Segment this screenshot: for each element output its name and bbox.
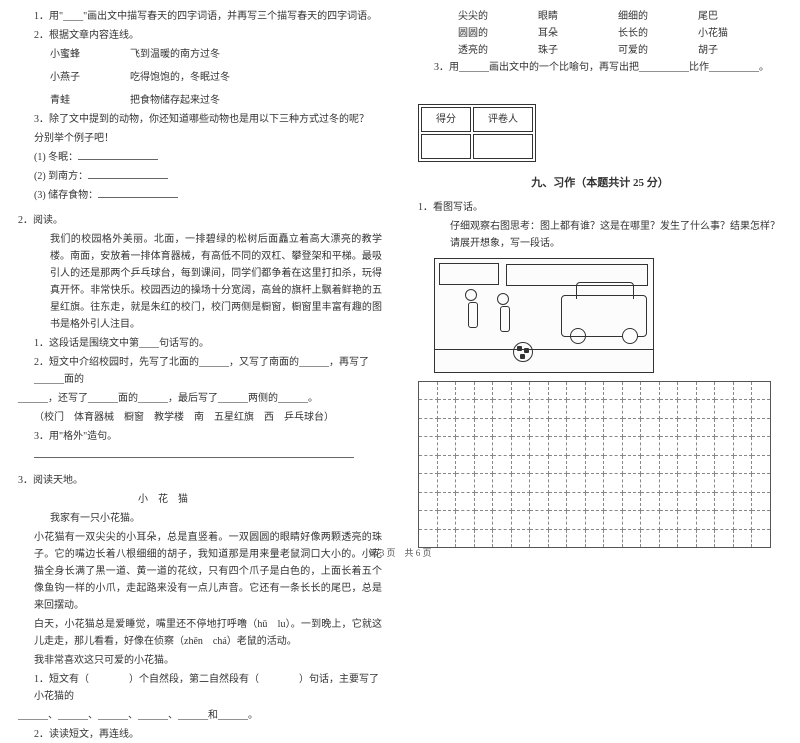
writing-prompt: 仔细观察右图思考：图上都有谁？这是在哪里？发生了什么事？结果怎样？请展开想象，写… <box>418 218 782 252</box>
p2-q1: 1．这段话是围绕文中第____句话写的。 <box>18 335 382 352</box>
sub-2: (2) 到南方： <box>18 168 382 185</box>
pair-r: 飞到温暖的南方过冬 <box>130 49 220 60</box>
word-cell: 细细的 <box>618 8 698 25</box>
sub-label: (3) 储存食物： <box>34 190 98 201</box>
p2-q3: 3．用"格外"造句。 <box>18 428 382 445</box>
q1-3: 3．除了文中提到的动物，你还知道哪些动物也是用以下三种方式过冬的呢？ <box>18 111 382 128</box>
p2-q2a: 2．短文中介绍校园时，先写了北面的______，又写了南面的______，再写了… <box>18 354 382 388</box>
pair-r: 吃得饱饱的，冬眠过冬 <box>130 72 230 83</box>
word-cell: 尖尖的 <box>458 8 538 25</box>
grader-cell[interactable] <box>473 134 533 159</box>
sub-1: (1) 冬眠： <box>18 149 382 166</box>
q1-2: 2．根据文章内容连线。 <box>18 27 382 44</box>
p3-0: 我家有一只小花猫。 <box>18 510 382 527</box>
p3-q1a: 1．短文有（ ）个自然段，第二自然段有（ ）句话，主要写了小花猫的 <box>18 671 382 705</box>
blank[interactable] <box>98 188 178 198</box>
p2-opts: （校门 体育器械 橱窗 教学楼 南 五星红旗 西 乒乓球台） <box>18 409 382 426</box>
writing-illustration <box>434 258 654 373</box>
word-row: 尖尖的眼睛细细的尾巴 <box>418 8 782 25</box>
p3-2: 白天，小花猫总是爱睡觉，嘴里还不停地打呼噜（hū lu）。一到晚上，它就这儿走走… <box>18 616 382 650</box>
word-cell: 胡子 <box>698 42 778 59</box>
p2-q2b: ______，还写了______面的______，最后写了______两侧的__… <box>18 390 382 407</box>
child-figure <box>497 293 509 305</box>
p3-q2: 2．读读短文，再连线。 <box>18 726 382 743</box>
sub-3: (3) 储存食物： <box>18 187 382 204</box>
pair-row: 小燕子吃得饱饱的，冬眠过冬 <box>18 69 382 86</box>
word-cell: 小花猫 <box>698 25 778 42</box>
pair-row: 小蜜蜂飞到温暖的南方过冬 <box>18 46 382 63</box>
word-cell: 可爱的 <box>618 42 698 59</box>
word-cell: 圆圆的 <box>458 25 538 42</box>
blank[interactable] <box>88 169 168 179</box>
pair-l: 青蛙 <box>50 92 130 109</box>
score-cell[interactable] <box>421 134 471 159</box>
q1-1: 1．用"____"画出文中描写春天的四字词语，并再写三个描写春天的四字词语。 <box>18 8 382 25</box>
pair-l: 小燕子 <box>50 69 130 86</box>
q2-head: 2．阅读。 <box>18 212 382 229</box>
pair-r: 把食物储存起来过冬 <box>130 95 220 106</box>
q3-head: 3．阅读天地。 <box>18 472 382 489</box>
word-row: 圆圆的耳朵长长的小花猫 <box>418 25 782 42</box>
right-q3: 3．用______画出文中的一个比喻句，再写出把__________比作____… <box>418 59 782 76</box>
child-figure <box>465 289 477 301</box>
word-cell: 眼睛 <box>538 8 618 25</box>
word-cell: 珠子 <box>538 42 618 59</box>
section-title: 九、习作（本题共计 25 分） <box>418 174 782 193</box>
pair-row: 青蛙把食物储存起来过冬 <box>18 92 382 109</box>
q1-3a: 分别举个例子吧！ <box>18 130 382 147</box>
page-footer: 第 3 页 共 6 页 <box>0 546 800 559</box>
blank[interactable] <box>78 150 158 160</box>
grader-label: 评卷人 <box>473 107 533 132</box>
p3-1: 小花猫有一双尖尖的小耳朵，总是直竖着。一双圆圆的眼睛好像两颗透亮的珠子。它的嘴边… <box>18 529 382 614</box>
writing-q1: 1．看图写话。 <box>418 199 782 216</box>
pair-l: 小蜜蜂 <box>50 46 130 63</box>
blank-line[interactable] <box>34 448 354 458</box>
passage-2: 我们的校园格外美丽。北面，一排碧绿的松树后面矗立着高大漂亮的教学楼。南面，安放着… <box>18 231 382 333</box>
story-title: 小 花 猫 <box>18 491 382 508</box>
word-cell: 长长的 <box>618 25 698 42</box>
score-label: 得分 <box>421 107 471 132</box>
word-row: 透亮的珠子可爱的胡子 <box>418 42 782 59</box>
sub-label: (1) 冬眠： <box>34 152 78 163</box>
building-shape <box>439 263 499 285</box>
word-cell: 透亮的 <box>458 42 538 59</box>
writing-grid[interactable] <box>418 381 782 549</box>
sub-label: (2) 到南方： <box>34 171 88 182</box>
word-cell: 耳朵 <box>538 25 618 42</box>
word-cell: 尾巴 <box>698 8 778 25</box>
soccer-ball-icon <box>513 342 533 362</box>
ground-line <box>435 349 653 350</box>
p3-q1b: ______、______、______、______、______和_____… <box>18 707 382 724</box>
car-shape <box>561 295 647 337</box>
score-table: 得分评卷人 <box>418 104 536 162</box>
p3-3: 我非常喜欢这只可爱的小花猫。 <box>18 652 382 669</box>
